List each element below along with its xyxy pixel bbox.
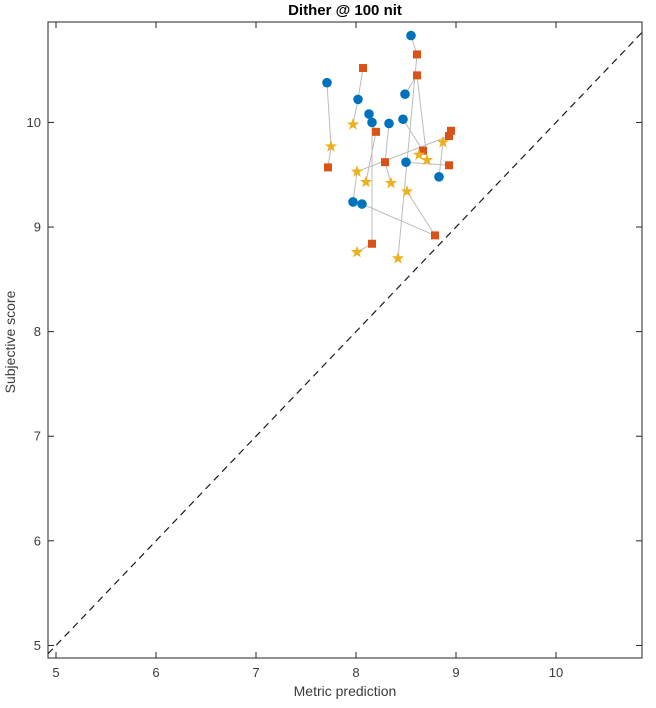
scatter-point-circle xyxy=(400,89,410,99)
scatter-point-square xyxy=(413,50,421,59)
connector-line xyxy=(384,123,392,184)
scatter-point-circle xyxy=(367,117,377,128)
scatter-point-circle xyxy=(353,94,363,105)
x-tick-label: 6 xyxy=(152,665,159,680)
x-tick-label: 9 xyxy=(452,665,459,680)
scatter-point-square xyxy=(419,146,427,155)
scatter-point-circle xyxy=(434,172,444,182)
y-tick-label: 6 xyxy=(34,533,41,548)
connector-line xyxy=(405,161,450,166)
y-axis-label: Subjective score xyxy=(2,290,18,394)
y-tick-label: 9 xyxy=(34,220,41,235)
scatter-point-star xyxy=(350,245,364,258)
scatter-point-square xyxy=(431,231,439,240)
identity-reference-line xyxy=(47,32,643,655)
scatter-point-star xyxy=(412,148,426,161)
scatter-point-square xyxy=(447,126,455,135)
x-tick-label: 7 xyxy=(252,665,259,680)
connector-line xyxy=(352,135,450,202)
scatter-point-circle xyxy=(384,118,394,129)
scatter-point-circle xyxy=(322,77,332,88)
y-tick-label: 8 xyxy=(34,324,41,339)
scatter-point-square xyxy=(372,127,380,136)
scatter-point-square xyxy=(445,132,453,141)
scatter-point-circle xyxy=(357,199,367,209)
axes-box xyxy=(47,21,643,659)
y-tick-label: 5 xyxy=(34,638,41,653)
connector-line xyxy=(361,191,437,237)
x-tick-label: 10 xyxy=(549,665,563,680)
scatter-point-star xyxy=(384,176,398,189)
scatter-point-square xyxy=(413,71,421,80)
x-axis-label: Metric prediction xyxy=(293,683,397,699)
scatter-point-square xyxy=(368,239,376,248)
y-tick-label: 7 xyxy=(34,429,41,444)
scatter-point-circle xyxy=(406,30,416,41)
x-tick-label: 8 xyxy=(352,665,359,680)
connector-line xyxy=(326,82,332,168)
scatter-point-circle xyxy=(401,157,411,167)
scatter-point-square xyxy=(359,64,367,73)
scatter-point-square xyxy=(445,161,453,170)
chart-title: Dither @ 100 nit xyxy=(288,2,402,19)
x-tick-label: 5 xyxy=(52,665,59,680)
scatter-point-star xyxy=(350,165,364,177)
scatter-point-star xyxy=(359,175,373,188)
scatter-point-star xyxy=(420,153,434,166)
connector-line xyxy=(397,35,418,259)
scatter-point-star xyxy=(400,184,414,197)
scatter-point-circle xyxy=(364,109,374,119)
scatter-point-star xyxy=(391,251,405,264)
scatter-point-circle xyxy=(348,197,358,207)
scatter-point-square xyxy=(381,158,389,167)
scatter-point-circle xyxy=(398,114,408,125)
scatter-point-star xyxy=(436,135,450,148)
scatter-point-star xyxy=(324,139,338,152)
y-tick-label: 10 xyxy=(27,115,41,130)
scatter-point-star xyxy=(346,118,360,130)
scatter-point-square xyxy=(324,163,332,172)
